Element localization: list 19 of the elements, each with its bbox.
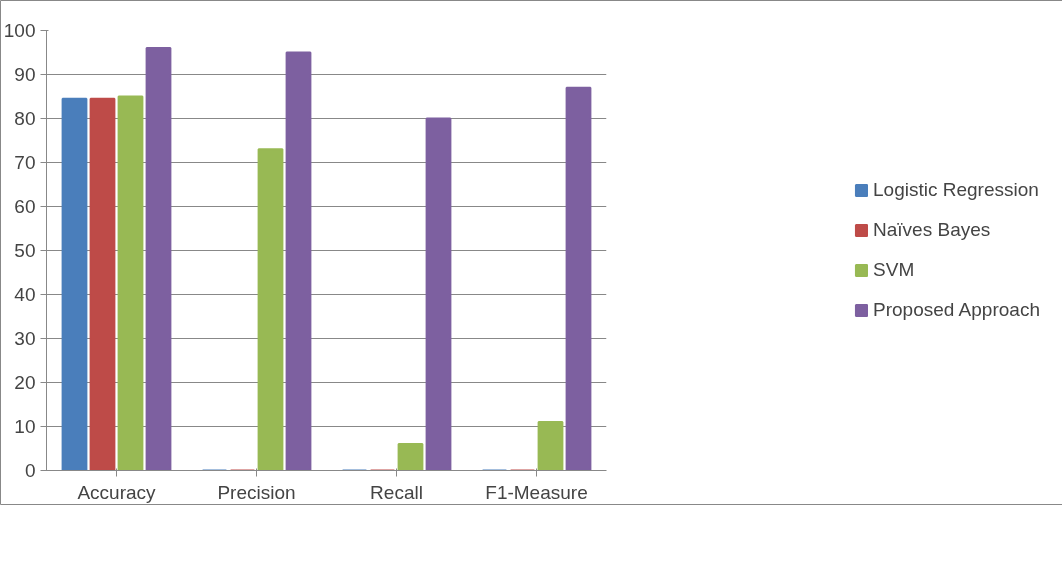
- y-tick-label: 100: [3, 20, 36, 41]
- legend-label: Naïves Bayes: [873, 219, 991, 241]
- y-tick-label: 40: [14, 284, 36, 305]
- x-tick-label: Accuracy: [77, 481, 157, 503]
- y-tick-label: 20: [14, 372, 36, 393]
- y-tick-label: 0: [24, 460, 36, 481]
- y-tick-label: 10: [14, 416, 36, 437]
- legend-label: SVM: [873, 259, 915, 281]
- x-tick-label: Precision: [217, 481, 296, 503]
- y-tick-label: 80: [14, 108, 36, 129]
- y-tick-label: 70: [14, 152, 36, 173]
- y-tick-label: 90: [14, 64, 36, 85]
- y-tick-label: 50: [14, 240, 36, 261]
- y-tick-label: 60: [14, 196, 36, 217]
- x-tick-label: Recall: [370, 481, 423, 503]
- y-tick-label: 30: [14, 328, 36, 349]
- x-tick-label: F1-Measure: [485, 481, 588, 503]
- legend-label: Logistic Regression: [873, 179, 1039, 201]
- legend-label: Proposed Approach: [873, 299, 1040, 321]
